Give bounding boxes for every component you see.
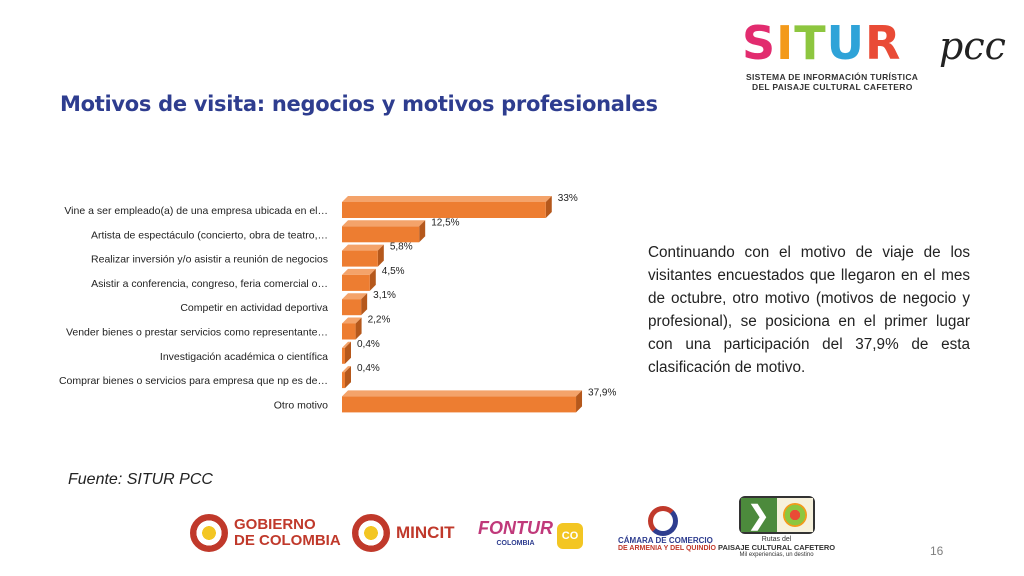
bar-top-face: [342, 366, 351, 373]
category-label: Vine a ser empleado(a) de una empresa ub…: [64, 205, 328, 217]
value-label: 5,8%: [390, 242, 413, 253]
logo-letter: R: [865, 16, 902, 70]
logo-word: SITUR: [742, 18, 901, 68]
rutas-line-1: Rutas del: [761, 536, 792, 543]
gobierno-line-1: GOBIERNO: [234, 516, 316, 533]
rutas-badge: ❯: [738, 496, 815, 534]
bar-side-face: [355, 317, 362, 340]
bar: [342, 347, 345, 364]
category-label: Realizar inversión y/o asistir a reunión…: [91, 254, 328, 266]
fontur-subtext: COLOMBIA: [496, 540, 535, 547]
value-label: 0,4%: [357, 363, 380, 374]
bar-top-face: [342, 341, 351, 348]
logo-letter: I: [776, 16, 795, 70]
camara-line-2: DE ARMENIA Y DEL QUINDÍO: [618, 545, 716, 552]
source-note: Fuente: SITUR PCC: [68, 471, 213, 488]
bar: [342, 274, 370, 291]
rutas-pcc-logo: ❯ Rutas del PAISAJE CULTURAL CAFETERO Mi…: [718, 496, 835, 558]
value-label: 37,9%: [588, 387, 616, 398]
description-paragraph: Continuando con el motivo de viaje de lo…: [648, 244, 970, 376]
coat-of-arms-icon: [352, 514, 390, 552]
bar-top-face: [342, 293, 368, 300]
value-label: 0,4%: [357, 339, 380, 350]
value-label: 12,5%: [431, 217, 459, 228]
mincit-text: MINCIT: [396, 523, 455, 542]
fontur-logo: FONTUR COLOMBIA CO: [478, 518, 583, 552]
camara-ring-icon: [648, 506, 678, 536]
value-label: 4,5%: [382, 266, 405, 277]
bar-top-face: [342, 196, 552, 202]
bar: [342, 202, 546, 218]
bar: [342, 299, 362, 316]
bar-side-face: [345, 341, 351, 364]
category-label: Artista de espectáculo (concierto, obra …: [91, 229, 328, 241]
value-label: 33%: [558, 193, 578, 204]
camara-line-1: CÁMARA DE COMERCIO: [618, 536, 713, 545]
logo-pcc: pcc: [939, 24, 1006, 68]
fontur-text: FONTUR: [478, 518, 553, 538]
value-label: 3,1%: [373, 290, 396, 301]
colombia-co-badge: CO: [557, 523, 583, 549]
bar-chart: Vine a ser empleado(a) de una empresa ub…: [0, 190, 640, 430]
bar-side-face: [369, 268, 376, 291]
value-label: 2,2%: [368, 315, 391, 326]
bar-top-face: [342, 244, 384, 251]
page-number: 16: [930, 544, 944, 558]
bar-side-face: [419, 220, 426, 243]
category-label: Vender bienes o prestar servicios como r…: [66, 327, 328, 339]
bar-side-face: [361, 293, 368, 316]
category-label: Competir en actividad deportiva: [180, 302, 328, 314]
bar-side-face: [377, 244, 384, 267]
category-label: Comprar bienes o servicios para empresa …: [59, 375, 328, 387]
bar-side-face: [545, 196, 552, 218]
bar: [342, 396, 577, 413]
flower-icon: [776, 498, 813, 532]
category-label: Investigación académica o científica: [160, 351, 328, 363]
bar-top-face: [342, 317, 362, 324]
logo-letter: T: [794, 16, 827, 70]
situr-pcc-logo: SITUR pcc SISTEMA DE INFORMACIÓN TURÍSTI…: [742, 18, 1010, 92]
bar-side-face: [345, 366, 351, 389]
bar-top-face: [342, 390, 583, 397]
logo-subtitle-1: SISTEMA DE INFORMACIÓN TURÍSTICA: [746, 72, 919, 82]
bar: [342, 250, 378, 267]
gobierno-colombia-logo: GOBIERNO DE COLOMBIA: [190, 514, 341, 552]
bar: [342, 226, 420, 243]
logo-letter: S: [742, 16, 777, 70]
bar: [342, 323, 356, 340]
slide-title: Motivos de visita: negocios y motivos pr…: [60, 92, 658, 116]
rutas-line-2: PAISAJE CULTURAL CAFETERO: [718, 543, 836, 552]
camara-comercio-logo: CÁMARA DE COMERCIO DE ARMENIA Y DEL QUIN…: [618, 506, 716, 552]
arrow-icon: ❯: [740, 498, 777, 532]
bar-side-face: [576, 390, 583, 413]
bar-top-face: [342, 220, 426, 227]
bar-chart-svg: Vine a ser empleado(a) de una empresa ub…: [59, 193, 616, 413]
rutas-line-3: Mil experiencias, un destino: [739, 552, 814, 558]
bar-top-face: [342, 268, 376, 275]
logo-subtitle-2: DEL PAISAJE CULTURAL CAFETERO: [752, 82, 913, 92]
bar: [342, 372, 345, 389]
coat-of-arms-icon: [190, 514, 228, 552]
gobierno-line-2: DE COLOMBIA: [234, 532, 341, 549]
mincit-logo: MINCIT: [352, 514, 455, 552]
category-label: Otro motivo: [274, 399, 328, 411]
logo-letter: U: [826, 16, 866, 70]
category-label: Asistir a conferencia, congreso, feria c…: [91, 278, 328, 290]
